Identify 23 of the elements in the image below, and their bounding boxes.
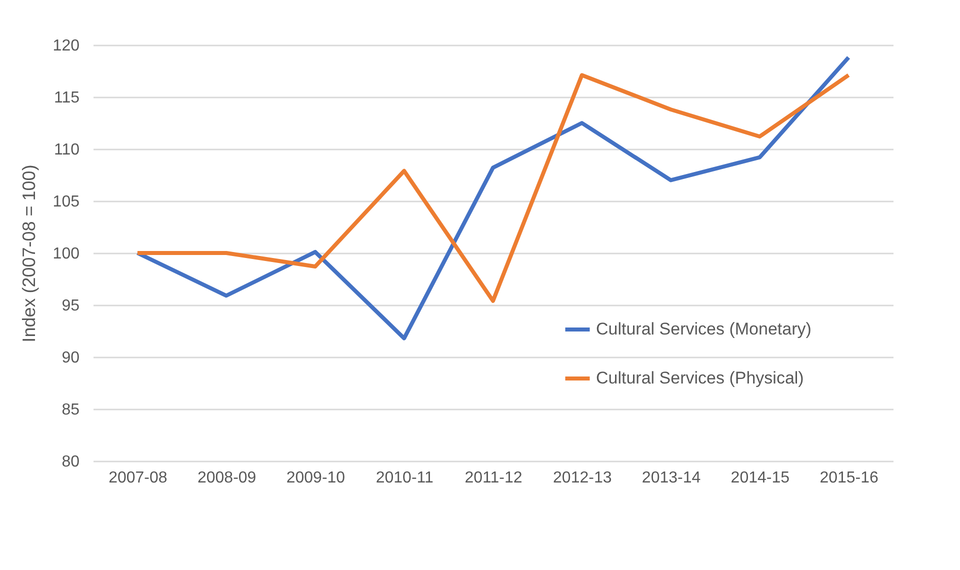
x-tick-label: 2012-13 [553, 470, 612, 486]
y-tick-label: 110 [54, 142, 80, 158]
y-axis-title: Index (2007-08 = 100) [18, 164, 39, 342]
x-tick-label: 2008-09 [197, 470, 256, 486]
x-tick-label: 2014-15 [730, 470, 790, 486]
y-tick-label: 90 [62, 350, 80, 366]
line-series [135, 55, 851, 340]
y-tick-label: 80 [62, 454, 80, 470]
x-tick-label: 2007-08 [108, 470, 168, 486]
y-tick-label: 95 [62, 298, 80, 314]
x-tick-label: 2013-14 [642, 470, 701, 486]
legend-label: Cultural Services (Monetary) [596, 320, 812, 338]
legend-label: Cultural Services (Physical) [596, 368, 804, 388]
y-tick-label: 115 [54, 90, 80, 106]
x-tick-label: 2015-16 [820, 470, 879, 486]
y-tick-label: 100 [52, 246, 80, 262]
y-tick-label: 120 [52, 38, 80, 54]
x-tick-label: 2009-10 [286, 470, 346, 486]
line-series [135, 73, 851, 303]
x-tick-label: 2011-12 [464, 470, 522, 486]
y-tick-label: 85 [62, 402, 80, 418]
y-tick-label: 105 [52, 194, 80, 210]
x-tick-label: 2010-11 [376, 470, 434, 486]
